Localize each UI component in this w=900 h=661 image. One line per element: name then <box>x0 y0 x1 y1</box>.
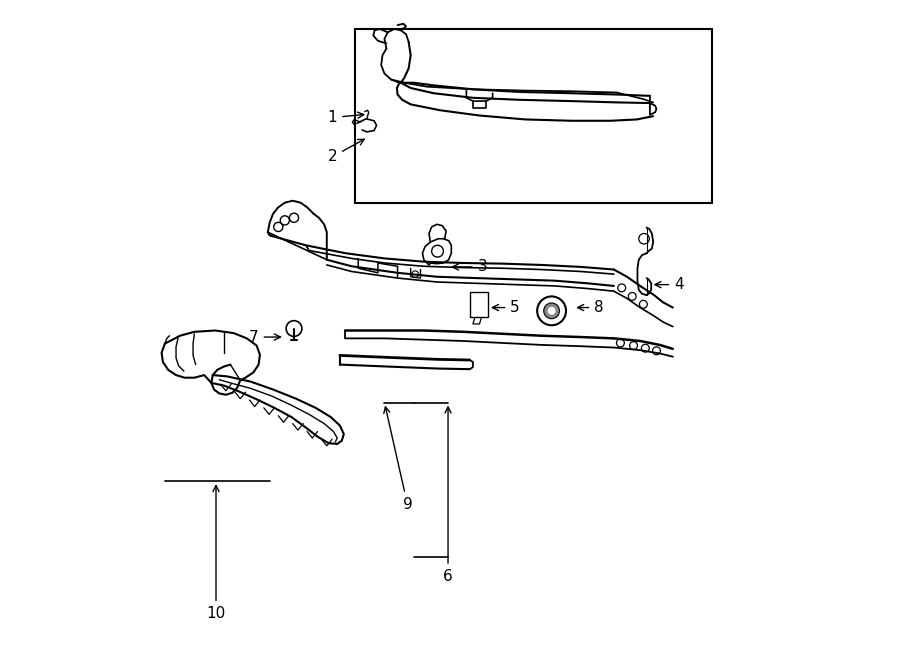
Text: 2: 2 <box>328 139 364 165</box>
Text: 5: 5 <box>492 300 520 315</box>
Text: 9: 9 <box>383 407 412 512</box>
Text: 3: 3 <box>453 259 487 274</box>
Text: 7: 7 <box>249 330 281 344</box>
Bar <box>470 292 488 317</box>
Text: 1: 1 <box>328 110 364 125</box>
Text: 4: 4 <box>655 277 684 292</box>
Text: 10: 10 <box>206 486 226 621</box>
Text: 6: 6 <box>443 407 453 584</box>
Bar <box>355 29 712 203</box>
Text: 8: 8 <box>578 300 604 315</box>
Circle shape <box>544 303 560 319</box>
Circle shape <box>548 307 555 315</box>
